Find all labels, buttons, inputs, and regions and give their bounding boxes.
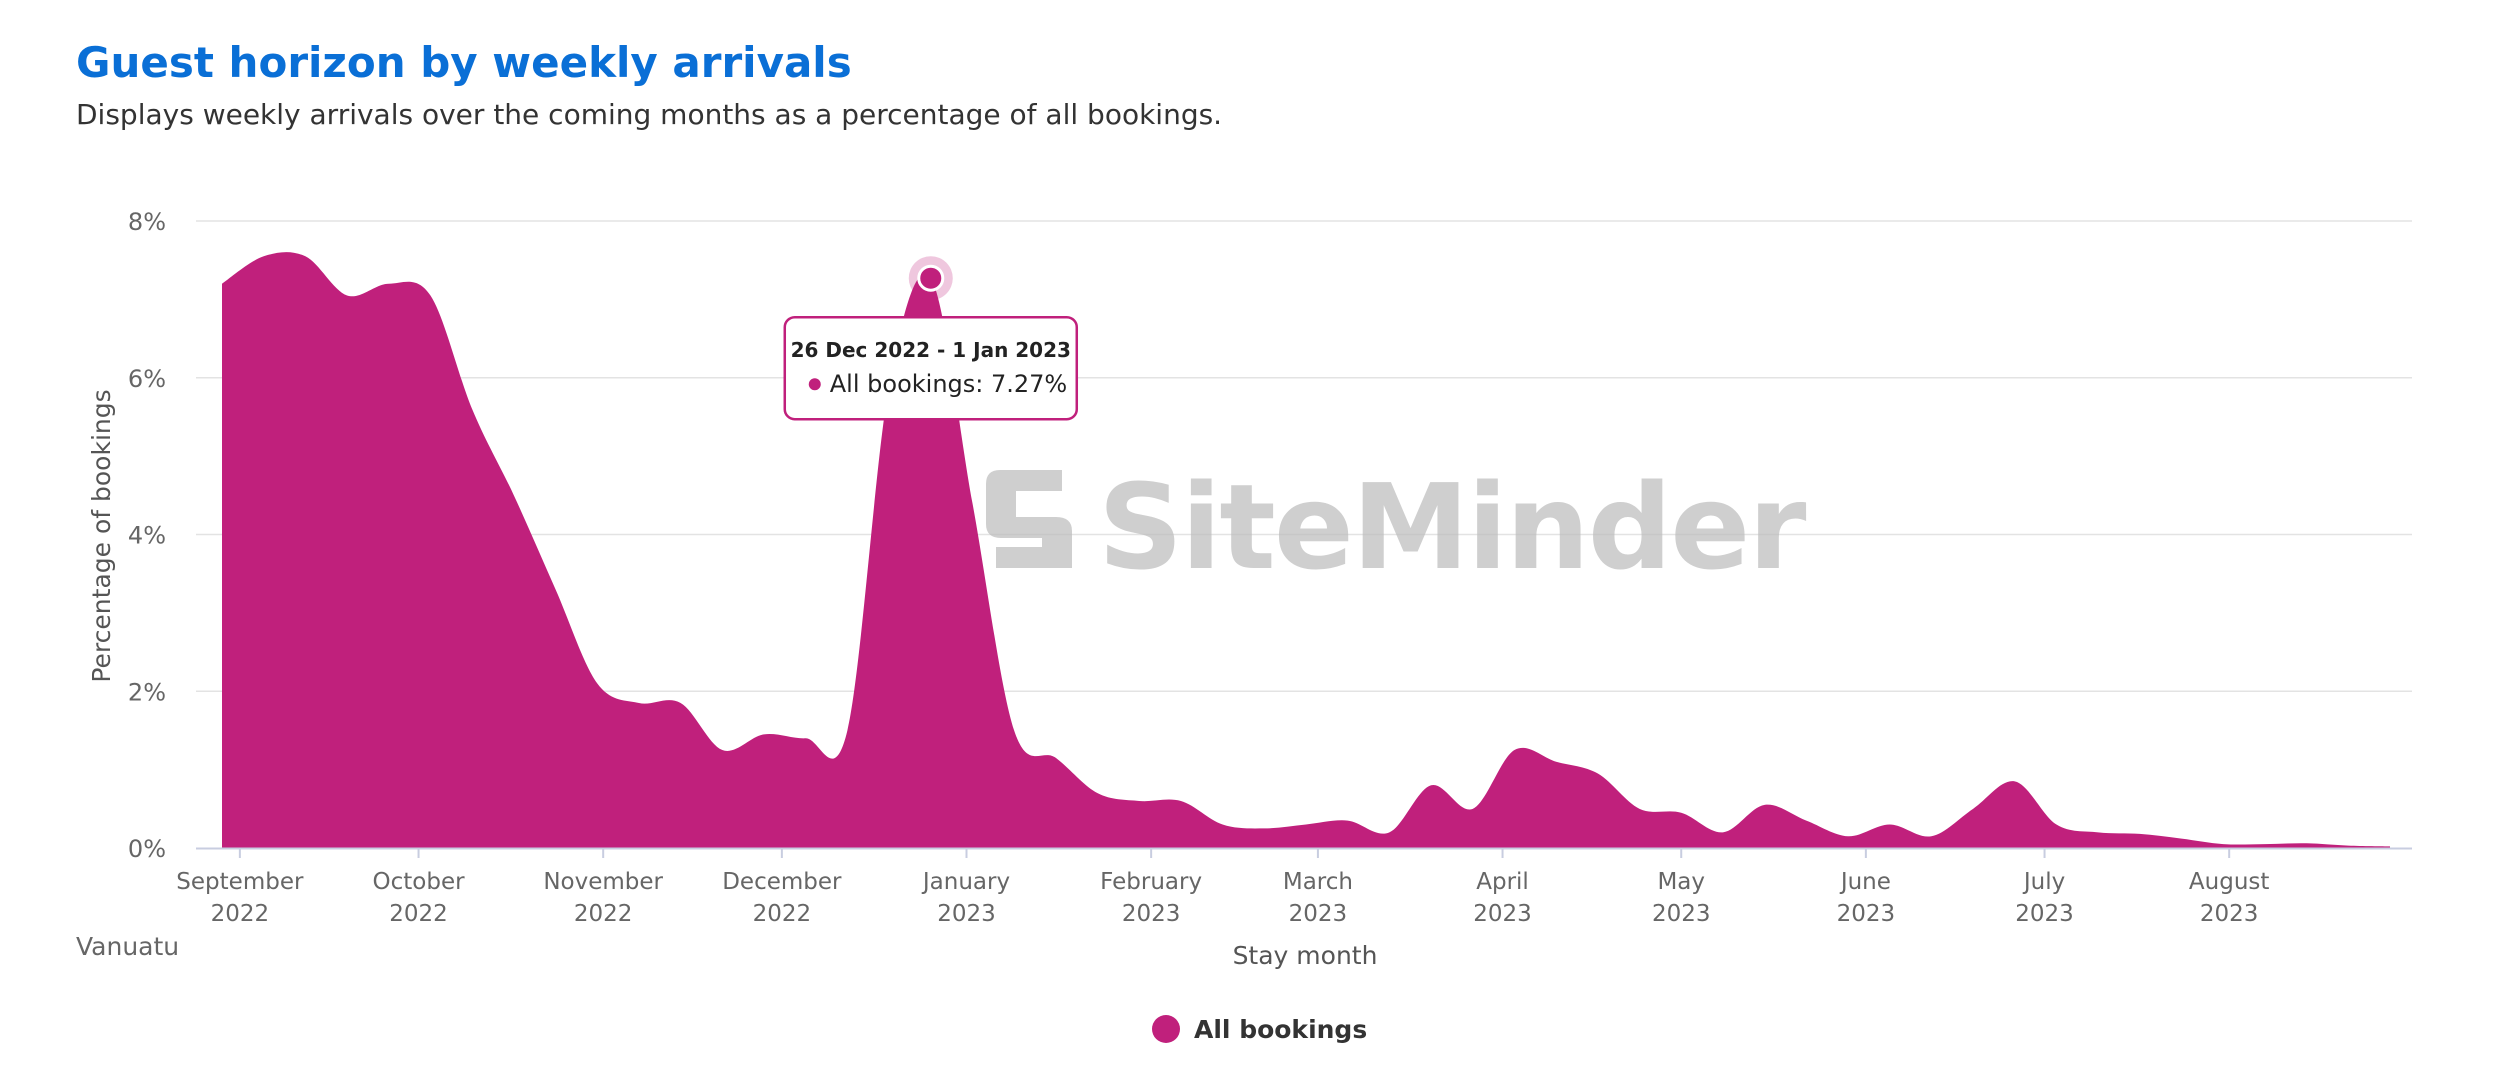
x-tick-label-year: 2023 bbox=[2200, 901, 2259, 927]
x-tick-label-year: 2023 bbox=[2015, 901, 2074, 927]
series-area-all-bookings[interactable] bbox=[222, 252, 2390, 849]
y-tick-label: 8% bbox=[128, 208, 166, 236]
tooltip-value: All bookings: 7.27% bbox=[830, 370, 1067, 398]
x-axis-title: Stay month bbox=[1233, 941, 1378, 970]
x-tick-label-month: February bbox=[1100, 869, 1202, 895]
x-tick-label-month: August bbox=[2189, 869, 2270, 895]
legend-label-all-bookings[interactable]: All bookings bbox=[1194, 1015, 1367, 1044]
x-tick-label-year: 2023 bbox=[1652, 901, 1711, 927]
x-tick-label-year: 2023 bbox=[1122, 901, 1181, 927]
tooltip: 26 Dec 2022 - 1 Jan 2023 All bookings: 7… bbox=[783, 315, 1079, 421]
hover-point-marker[interactable] bbox=[908, 256, 953, 301]
y-tick-label: 2% bbox=[128, 678, 166, 706]
watermark-text: SiteMinder bbox=[1098, 458, 1806, 596]
x-tick-label-month: December bbox=[722, 869, 842, 895]
x-tick-label-year: 2022 bbox=[753, 901, 812, 927]
x-tick-label-month: November bbox=[543, 869, 663, 895]
tooltip-box bbox=[783, 315, 1079, 421]
y-tick-label: 0% bbox=[128, 835, 166, 863]
x-tick-label-year: 2023 bbox=[1289, 901, 1348, 927]
x-tick-label-year: 2023 bbox=[1473, 901, 1532, 927]
x-tick-label-year: 2022 bbox=[211, 901, 270, 927]
x-tick-label-month: May bbox=[1657, 869, 1705, 895]
x-tick-label-year: 2023 bbox=[1837, 901, 1896, 927]
tooltip-date-range: 26 Dec 2022 - 1 Jan 2023 bbox=[791, 338, 1071, 362]
x-tick-label-month: October bbox=[373, 869, 466, 895]
x-tick-label-month: July bbox=[2022, 869, 2065, 895]
x-tick-label-month: June bbox=[1839, 869, 1891, 895]
region-label: Vanuatu bbox=[76, 932, 179, 961]
y-tick-label: 4% bbox=[128, 522, 166, 550]
chart-title: Guest horizon by weekly arrivals bbox=[76, 38, 852, 87]
chart-subtitle: Displays weekly arrivals over the coming… bbox=[76, 98, 1223, 131]
x-tick-label-month: January bbox=[921, 869, 1010, 895]
y-axis-ticks: 0% 2% 4% 6% 8% bbox=[128, 208, 166, 863]
x-tick-label-year: 2022 bbox=[574, 901, 633, 927]
y-tick-label: 6% bbox=[128, 365, 166, 393]
x-tick-label-month: March bbox=[1283, 869, 1353, 895]
siteminder-watermark: SiteMinder bbox=[986, 458, 1808, 596]
x-tick-label-year: 2023 bbox=[937, 901, 996, 927]
tooltip-series-dot bbox=[808, 378, 821, 391]
legend[interactable]: All bookings bbox=[1152, 1015, 1367, 1044]
legend-marker-all-bookings bbox=[1152, 1015, 1180, 1043]
x-tick-label-month: April bbox=[1476, 869, 1529, 895]
siteminder-logo-icon bbox=[986, 470, 1072, 568]
y-axis-title: Percentage of bookings bbox=[87, 389, 116, 682]
x-tick-label-month: September bbox=[176, 869, 304, 895]
x-tick-label-year: 2022 bbox=[389, 901, 448, 927]
x-axis-ticks: September 2022 October 2022 November 2022 Dece… bbox=[176, 848, 2269, 927]
